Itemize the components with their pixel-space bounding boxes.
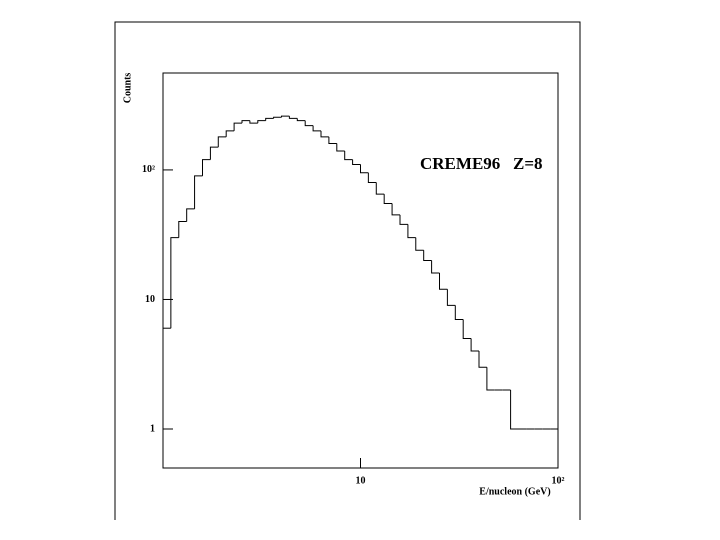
- y-tick-label: 1: [150, 423, 155, 434]
- histogram-bin: [312, 125, 322, 132]
- histogram-bin: [241, 120, 250, 124]
- histogram-bin: [257, 120, 266, 124]
- histogram-bin: [352, 159, 361, 166]
- histogram-bin: [194, 175, 203, 209]
- histogram-bin: [367, 172, 377, 183]
- histogram-bin: [431, 260, 440, 274]
- histogram-bin: [209, 146, 219, 160]
- x-axis-label: E/nucleon (GeV): [479, 486, 550, 497]
- histogram-bin: [288, 116, 298, 119]
- histogram-bin: [186, 208, 195, 222]
- histogram-bin: [178, 220, 187, 238]
- histogram-bin: [265, 117, 274, 121]
- y-tick-label: 10²: [142, 164, 155, 175]
- histogram-bin: [486, 367, 495, 391]
- outer-frame: [114, 21, 581, 520]
- histogram-bin: [296, 118, 306, 122]
- histogram-bin: [439, 273, 448, 290]
- histogram-bin: [336, 143, 345, 152]
- histogram-bin: [470, 338, 479, 352]
- y-axis-label: Counts: [122, 73, 133, 104]
- y-tick-label: 10: [145, 294, 155, 305]
- histogram-bin: [273, 116, 282, 119]
- histogram-bin: [249, 120, 258, 124]
- plot-frame: [162, 72, 559, 469]
- histogram-bin: [320, 130, 329, 138]
- histogram-bin: [225, 130, 235, 137]
- histogram-bin: [170, 237, 179, 329]
- histogram-bin: [454, 305, 464, 321]
- histogram-bin: [328, 136, 337, 144]
- histogram-bin: [344, 150, 353, 161]
- histogram-bin: [478, 351, 487, 368]
- histogram-bin: [446, 289, 456, 306]
- histogram-bin: [280, 115, 290, 118]
- histogram-bin: [399, 214, 408, 225]
- histogram-bin: [407, 224, 416, 239]
- histogram-bin: [233, 122, 243, 131]
- x-tick-label: 10: [356, 475, 366, 486]
- histogram-bin: [423, 250, 432, 261]
- annotation: CREME96 Z=8: [420, 154, 543, 173]
- x-tick-label: 10²: [552, 475, 565, 486]
- histogram-bin: [217, 136, 227, 148]
- histogram-bin: [304, 120, 314, 127]
- histogram-bin: [360, 164, 369, 174]
- histogram-bin: [202, 159, 211, 176]
- histogram-bin: [383, 194, 393, 205]
- histogram-bin: [391, 203, 401, 216]
- histogram-bin: [462, 319, 472, 339]
- histogram-bin: [415, 237, 424, 251]
- histogram-bin: [375, 182, 385, 195]
- histogram-bin: [510, 390, 519, 430]
